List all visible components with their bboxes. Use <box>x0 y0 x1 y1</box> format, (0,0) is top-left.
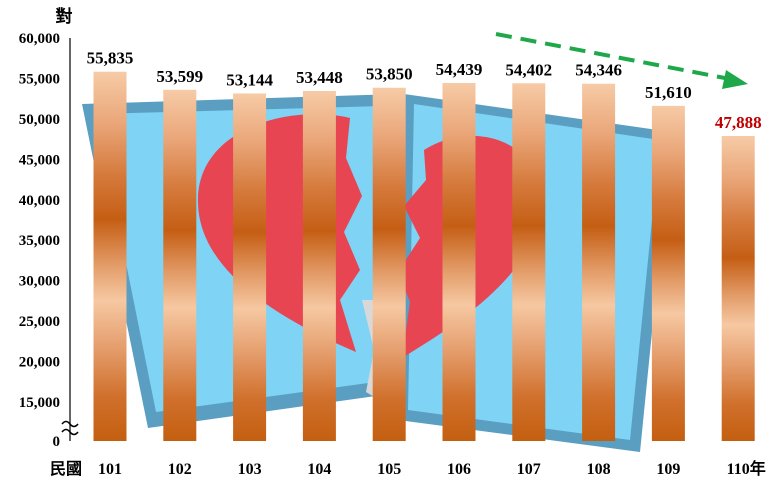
y-tick-label: 35,000 <box>19 233 60 249</box>
bars-group <box>93 71 755 442</box>
y-tick-label: 60,000 <box>19 31 60 47</box>
y-tick-label: 45,000 <box>19 152 60 168</box>
data-label: 53,850 <box>366 65 413 84</box>
bar-107 <box>512 83 546 441</box>
bar-108 <box>582 83 616 441</box>
bar-106 <box>442 82 476 442</box>
y-tick-label: 55,000 <box>19 71 60 87</box>
y-tick-label: 40,000 <box>19 193 60 209</box>
x-axis-labels: 101 102 103 104 105 106 107 108 109 110年 <box>98 459 766 478</box>
data-label: 51,610 <box>645 83 692 102</box>
data-label: 53,144 <box>226 70 273 89</box>
bar-101 <box>93 71 127 442</box>
x-tick-label: 106 <box>447 461 471 478</box>
x-tick-label: 102 <box>168 461 192 478</box>
trend-arrow-icon <box>495 32 748 89</box>
data-label: 54,402 <box>505 60 552 79</box>
x-tick-label: 108 <box>587 461 611 478</box>
y-tick-label: 25,000 <box>19 314 60 330</box>
y-tick-label: 15,000 <box>19 395 60 411</box>
unit-label: 對 <box>56 6 73 26</box>
data-label: 53,599 <box>156 67 203 86</box>
data-label: 55,835 <box>87 49 134 68</box>
data-labels-group: 55,835 53,599 53,144 53,448 53,850 54,439 54,4… <box>87 49 762 132</box>
data-label: 47,888 <box>715 113 762 132</box>
bar-110 <box>721 135 755 441</box>
y-tick-label: 50,000 <box>19 112 60 128</box>
x-tick-label: 110年 <box>727 459 766 478</box>
bar-103 <box>233 93 267 441</box>
x-tick-label: 107 <box>517 461 541 478</box>
y-tick-label: 20,000 <box>19 355 60 371</box>
x-tick-label: 105 <box>377 461 401 478</box>
x-tick-label: 101 <box>98 461 122 478</box>
y-tick-label: 30,000 <box>19 274 60 290</box>
y-tick-label: 0 <box>53 434 61 450</box>
y-axis-ticks: 0 15,000 20,000 25,000 30,000 35,000 40,000 45,… <box>19 31 60 450</box>
x-axis-prefix: 民國 <box>50 460 82 478</box>
x-tick-label: 109 <box>656 461 680 478</box>
bar-109 <box>651 105 685 441</box>
bar-104 <box>302 90 336 441</box>
bar-102 <box>163 89 197 441</box>
x-tick-label: 103 <box>238 461 262 478</box>
data-label: 53,448 <box>296 68 343 87</box>
data-label: 54,346 <box>575 61 622 80</box>
x-tick-label: 104 <box>307 461 331 478</box>
bar-105 <box>372 87 406 441</box>
axis-break-icon <box>61 420 79 436</box>
data-label: 54,439 <box>436 60 483 79</box>
